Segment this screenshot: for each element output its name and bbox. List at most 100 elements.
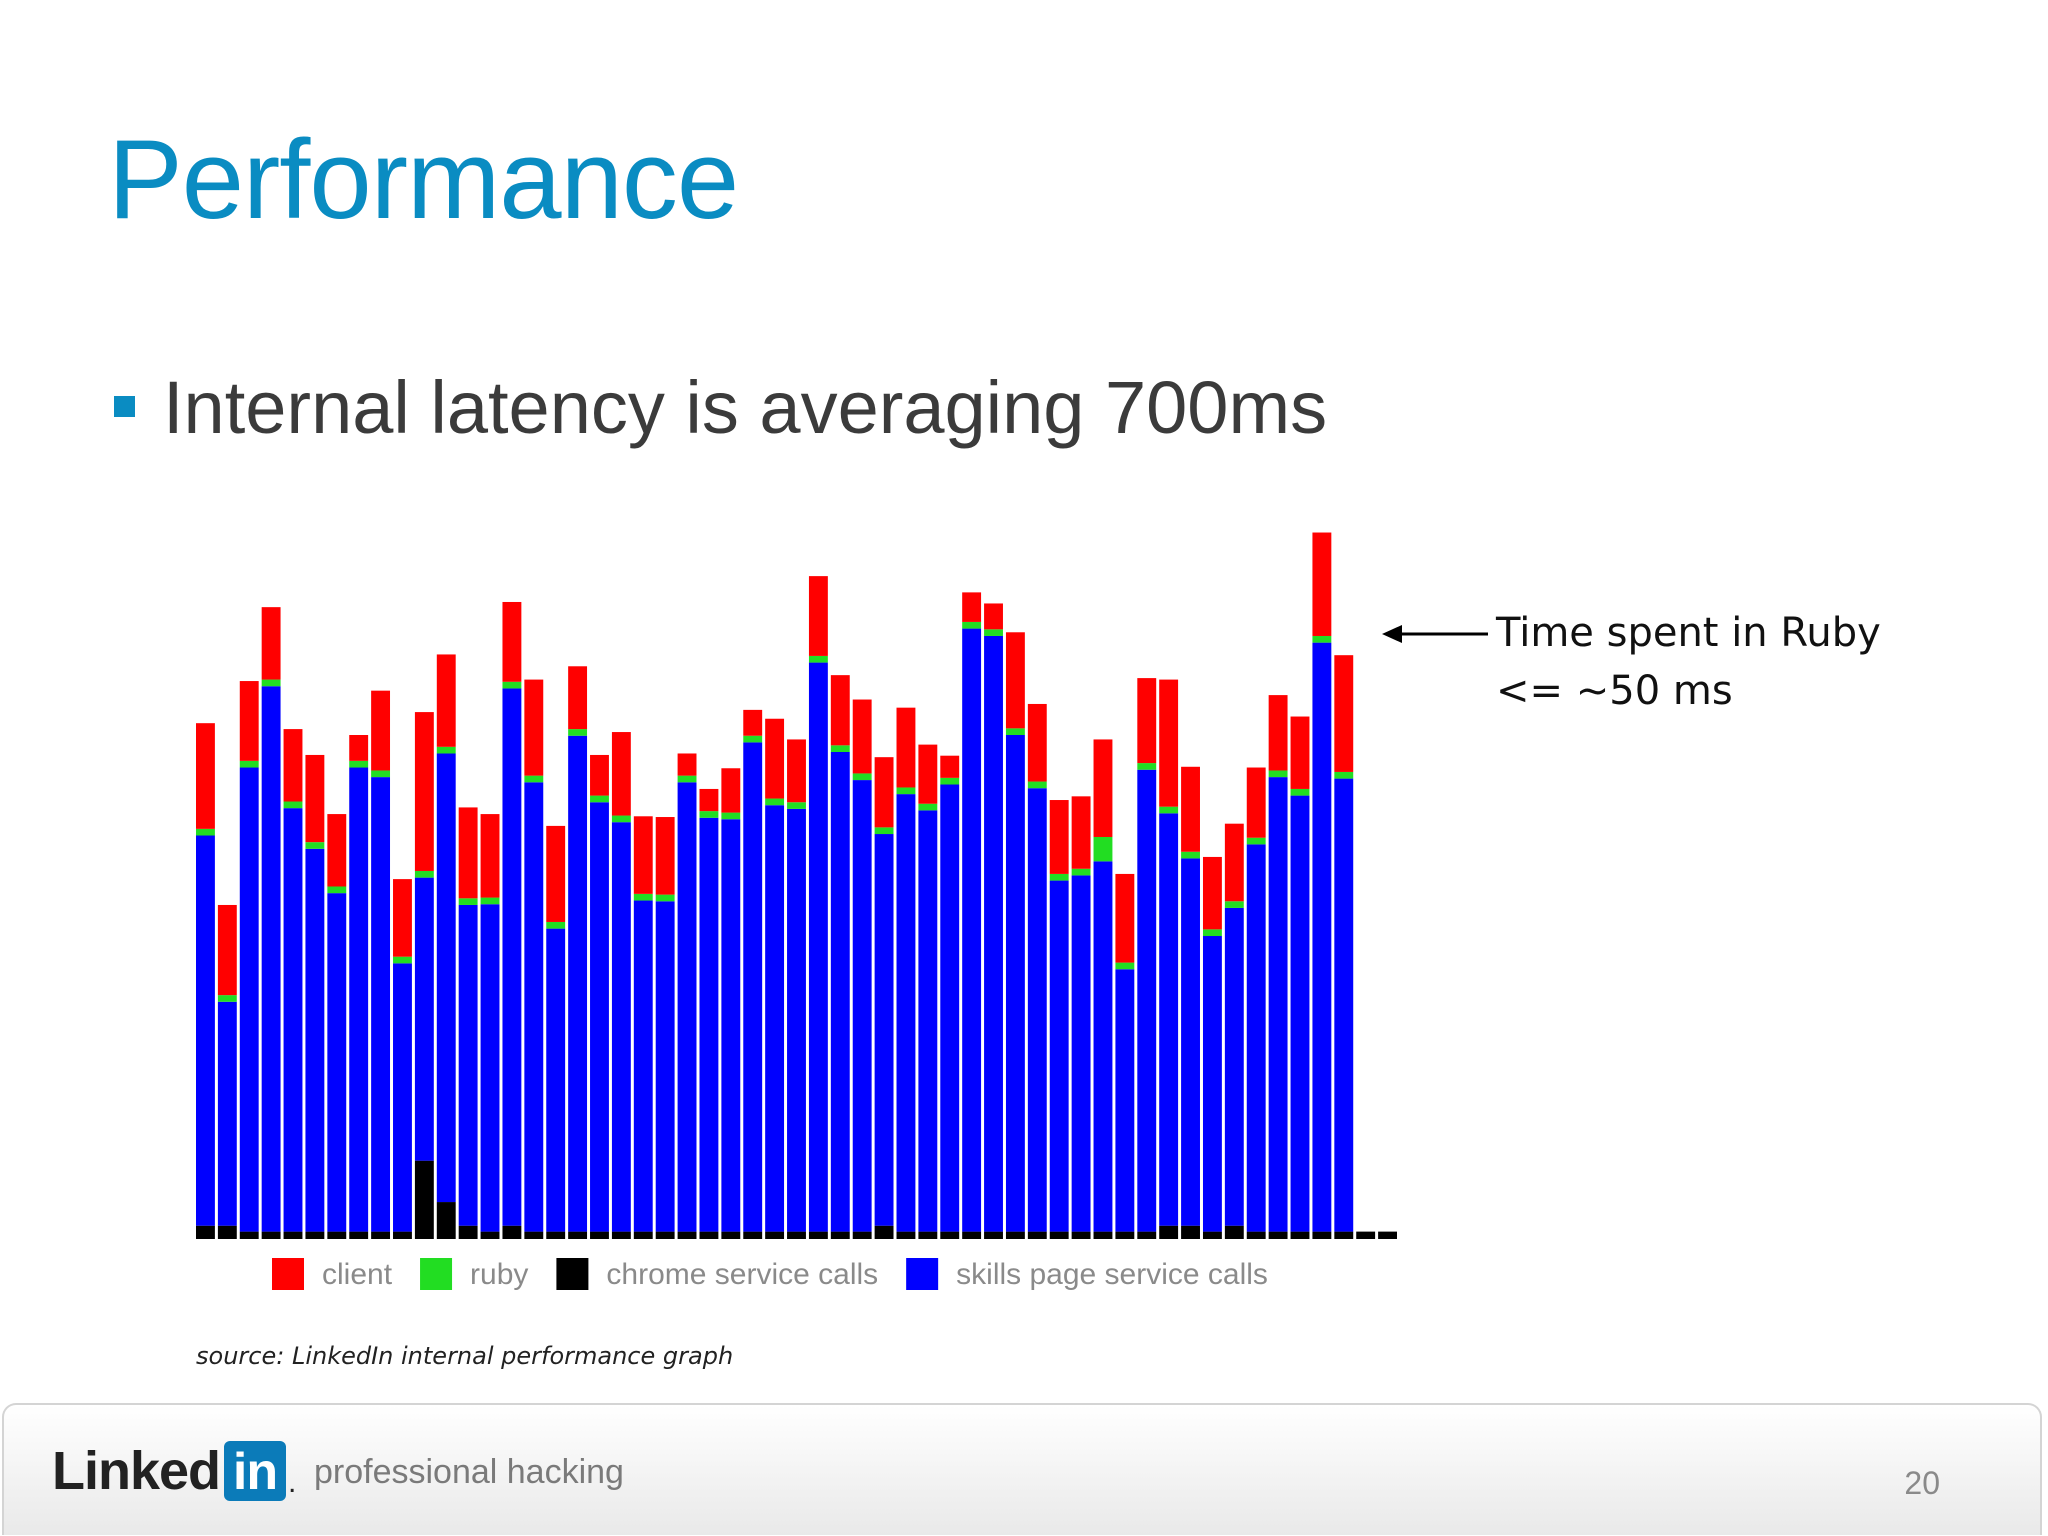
bar-segment: [436, 746, 456, 754]
bar-segment: [305, 842, 325, 849]
bar-segment: [1312, 532, 1332, 636]
bar-segment: [765, 805, 785, 1232]
callout-arrow: [1382, 625, 1488, 643]
bar-segment: [1312, 635, 1332, 643]
bar-segment: [1137, 678, 1157, 764]
bar-segment: [568, 666, 588, 730]
bar-segment: [918, 1231, 938, 1239]
bar-segment: [1027, 1231, 1047, 1239]
bar-segment: [765, 718, 785, 799]
bar-segment: [655, 901, 675, 1232]
bar-segment: [677, 1231, 697, 1239]
bar-segment: [677, 775, 697, 783]
bar-segment: [546, 825, 566, 922]
slide-title: Performance: [108, 117, 739, 242]
bar-segment: [962, 621, 982, 629]
bar-segment: [1093, 836, 1113, 862]
bar-segment: [1268, 1231, 1288, 1239]
bar-segment: [1268, 777, 1288, 1232]
bar-segment: [808, 662, 828, 1232]
bar-segment: [261, 1231, 281, 1239]
bar-segment: [1137, 763, 1157, 770]
bar-segment: [414, 1160, 434, 1239]
bar-segment: [480, 1231, 500, 1239]
bar-segment: [1005, 1231, 1025, 1239]
bar-segment: [1202, 929, 1222, 937]
bar-segment: [852, 780, 872, 1232]
bar-segment: [633, 900, 653, 1232]
bar-segment: [1290, 795, 1310, 1232]
logo-in-badge-icon: in: [224, 1441, 287, 1501]
bar-segment: [502, 601, 522, 682]
bar-segment: [283, 1231, 303, 1239]
bar-segment: [239, 760, 259, 768]
bar-segment: [984, 603, 1003, 630]
bar-segment: [371, 777, 391, 1232]
bar-segment: [1224, 1225, 1244, 1239]
bar-segment: [699, 1231, 719, 1239]
bar-segment: [1159, 806, 1179, 814]
bar-segment: [962, 628, 982, 1232]
legend-label: chrome service calls: [606, 1258, 878, 1291]
bar-segment: [239, 681, 259, 761]
bar-segment: [1115, 873, 1135, 963]
bar-segment: [874, 834, 894, 1226]
legend-label: client: [322, 1258, 393, 1291]
bar-segment: [524, 1231, 544, 1239]
bar-segment: [349, 1231, 369, 1239]
bar-segment: [1312, 642, 1332, 1232]
callout-text: Time spent in Ruby <= ~50 ms: [1496, 604, 1881, 720]
bar-segment: [962, 592, 982, 622]
bar-segment: [1005, 735, 1025, 1232]
bar-segment: [1071, 875, 1091, 1232]
bar-segment: [283, 729, 303, 802]
chart-bars: [196, 532, 1397, 1239]
bar-segment: [1224, 901, 1244, 908]
bullet-text: Internal latency is averaging 700ms: [163, 366, 1328, 449]
bar-segment: [305, 1231, 325, 1239]
bar-segment: [590, 1231, 609, 1239]
callout-arrow-head-icon: [1382, 625, 1402, 643]
bar-segment: [830, 752, 850, 1232]
bar-segment: [699, 817, 719, 1232]
bar-segment: [655, 1231, 675, 1239]
bar-segment: [436, 654, 456, 747]
bar-segment: [1181, 1225, 1200, 1239]
bar-segment: [699, 811, 719, 818]
bar-segment: [371, 690, 391, 771]
bar-segment: [874, 1225, 894, 1239]
bar-segment: [371, 1231, 391, 1239]
bar-segment: [1137, 769, 1157, 1232]
legend-label: skills page service calls: [956, 1258, 1268, 1291]
bar-segment: [1356, 1231, 1376, 1239]
bar-segment: [808, 655, 828, 663]
bar-segment: [1246, 837, 1266, 845]
bar-segment: [436, 753, 456, 1203]
bar-segment: [940, 755, 960, 778]
bar-segment: [852, 699, 872, 774]
bar-segment: [896, 1231, 916, 1239]
bar-segment: [808, 576, 828, 656]
bar-segment: [414, 870, 434, 878]
callout-line-2: <= ~50 ms: [1496, 668, 1733, 714]
bar-segment: [305, 848, 325, 1232]
logo-dot: .: [288, 1466, 297, 1499]
footer-tagline: professional hacking: [314, 1453, 624, 1491]
linkedin-logo: Linked in.: [52, 1441, 296, 1501]
bar-segment: [743, 742, 763, 1232]
bar-segment: [261, 607, 281, 680]
bar-segment: [590, 795, 609, 803]
bar-segment: [1049, 1231, 1069, 1239]
bar-segment: [1224, 907, 1244, 1226]
bar-segment: [458, 807, 478, 899]
bar-segment: [1027, 788, 1047, 1232]
bar-segment: [1290, 788, 1310, 796]
bar-segment: [962, 1231, 982, 1239]
bar-segment: [611, 1231, 631, 1239]
bar-segment: [765, 1231, 785, 1239]
bar-segment: [568, 1231, 588, 1239]
bar-segment: [1093, 1231, 1113, 1239]
bar-segment: [1334, 778, 1354, 1232]
source-note: source: LinkedIn internal performance gr…: [196, 1342, 734, 1370]
bar-segment: [1334, 655, 1354, 772]
